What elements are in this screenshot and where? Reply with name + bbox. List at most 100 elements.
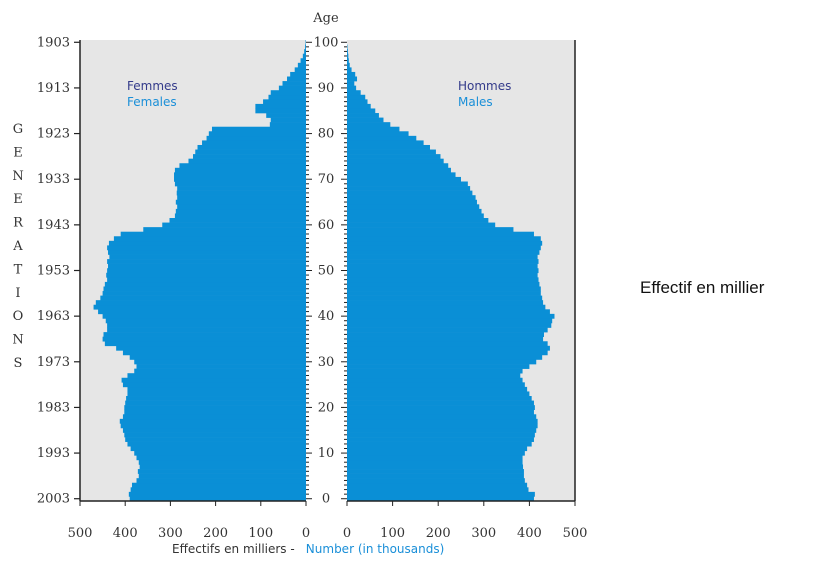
female-bar-age-66	[177, 195, 306, 201]
female-bar-age-8	[138, 459, 306, 465]
female-bar-age-97	[302, 53, 306, 59]
female-bar-age-30	[134, 359, 306, 365]
male-bar-age-61	[347, 218, 489, 223]
male-bar-age-72	[347, 167, 451, 173]
female-bar-age-48	[107, 277, 307, 283]
male-bar-age-47	[347, 281, 540, 287]
generation-tick-label: 1953	[37, 264, 70, 279]
male-x-tick-label: 100	[380, 526, 405, 541]
female-bar-age-74	[188, 158, 306, 164]
male-bar-age-2	[347, 487, 529, 493]
female-bar-age-53	[109, 254, 306, 260]
side-note: Effectif en millier	[640, 278, 765, 297]
male-bar-age-73	[347, 163, 449, 169]
generation-tick-label: 1943	[37, 218, 70, 233]
age-tick-label: 40	[318, 309, 335, 324]
male-bar-age-7	[347, 464, 524, 470]
female-bar-age-4	[136, 478, 306, 484]
female-bar-age-93	[290, 71, 306, 77]
male-bar-age-55	[347, 245, 541, 251]
generations-letter: R	[13, 216, 24, 231]
female-bar-age-89	[270, 90, 306, 96]
male-bar-age-40	[347, 313, 555, 319]
generation-tick-label: 1923	[37, 127, 70, 142]
male-bar-age-27	[347, 373, 521, 379]
male-bar-age-19	[347, 409, 534, 415]
male-bar-age-13	[347, 437, 534, 442]
age-tick-label: 50	[318, 264, 335, 279]
female-bar-age-87	[263, 99, 306, 105]
female-bar-age-99	[305, 44, 306, 50]
generation-tick-label: 2003	[37, 492, 70, 507]
female-bar-age-95	[297, 62, 306, 68]
male-bar-age-42	[347, 304, 546, 310]
male-bar-age-6	[347, 469, 524, 474]
males-label-fr: Hommes	[458, 79, 511, 93]
male-bar-age-64	[347, 204, 480, 210]
female-bar-age-1	[128, 491, 306, 497]
female-bar-age-36	[103, 332, 306, 337]
female-bar-age-22	[126, 396, 306, 401]
female-bar-age-65	[175, 199, 306, 205]
generation-tick-label: 1903	[37, 35, 70, 50]
male-bar-age-30	[347, 359, 537, 365]
generation-axis: 2003 1993 1983 1973 1963 1953 1943 1933 1923 1913…	[37, 35, 80, 507]
male-bar-age-77	[347, 144, 430, 150]
female-bar-age-92	[287, 76, 306, 82]
female-bar-age-42	[93, 304, 306, 310]
female-bar-age-26	[121, 377, 306, 383]
x-axis-title: Effectifs en milliers - Number (in thous…	[172, 538, 444, 557]
male-bar-age-44	[347, 295, 543, 301]
female-bar-age-69	[174, 181, 306, 187]
females-label-fr: Femmes	[127, 79, 178, 93]
female-bar-age-2	[130, 487, 306, 493]
generations-letter: N	[12, 333, 23, 348]
generation-tick-label: 1963	[37, 309, 70, 324]
male-bar-age-59	[347, 227, 514, 232]
male-bar-age-84	[347, 113, 379, 118]
male-bar-age-25	[347, 382, 525, 388]
female-bar-age-72	[174, 167, 306, 173]
male-bar-age-83	[347, 117, 384, 123]
female-bar-age-84	[266, 113, 306, 118]
female-bar-age-27	[127, 373, 307, 379]
male-bar-age-74	[347, 158, 444, 164]
female-bar-age-55	[107, 245, 307, 251]
male-bar-age-97	[347, 53, 349, 59]
male-bar-age-43	[347, 300, 544, 306]
male-bar-age-71	[347, 172, 456, 178]
male-bar-age-58	[347, 231, 534, 237]
male-bar-age-91	[347, 81, 355, 86]
female-bar-age-67	[176, 190, 306, 196]
generation-tick-label: 1913	[37, 81, 70, 96]
female-bar-age-46	[103, 286, 306, 292]
male-bar-age-76	[347, 149, 436, 155]
male-bar-age-1	[347, 491, 535, 497]
female-bar-age-94	[294, 67, 306, 73]
generation-tick-label: 1933	[37, 172, 70, 187]
generation-tick-label: 1973	[37, 355, 70, 370]
male-x-tick-label: 300	[471, 526, 496, 541]
male-bar-age-57	[347, 236, 541, 242]
male-bar-age-9	[347, 455, 523, 461]
female-bar-age-52	[107, 259, 307, 264]
male-bar-age-68	[347, 186, 471, 191]
male-bar-age-69	[347, 181, 468, 187]
female-bar-age-6	[137, 469, 306, 474]
generations-letter: I	[15, 286, 20, 301]
age-axis-title: Age	[312, 11, 339, 26]
female-x-tick-label: 100	[248, 526, 273, 541]
male-bar-age-63	[347, 208, 482, 214]
female-x-tick-label: 400	[113, 526, 138, 541]
male-bar-age-12	[347, 441, 532, 447]
male-bar-age-11	[347, 446, 528, 452]
female-bar-age-5	[138, 473, 306, 479]
female-x-tick-label: 500	[68, 526, 93, 541]
male-bar-age-35	[347, 336, 544, 342]
male-x-tick-label: 0	[343, 526, 351, 541]
male-bar-age-26	[347, 377, 523, 383]
male-bar-age-75	[347, 154, 441, 159]
female-bar-age-85	[255, 108, 306, 114]
males-bars	[347, 44, 555, 502]
female-bar-age-10	[134, 450, 306, 456]
